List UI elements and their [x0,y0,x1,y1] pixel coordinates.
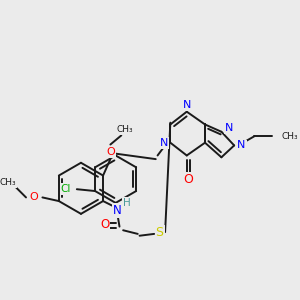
Text: O: O [29,192,38,203]
Text: Cl: Cl [61,184,71,194]
Text: N: N [237,140,246,150]
Text: H: H [123,198,131,208]
Text: CH₃: CH₃ [117,125,133,134]
Text: O: O [106,147,115,157]
Text: O: O [100,218,110,231]
Text: O: O [184,173,194,186]
Text: CH₃: CH₃ [282,132,298,141]
Text: N: N [113,204,122,217]
Text: S: S [156,226,164,238]
Text: N: N [160,138,168,148]
Text: N: N [224,123,233,133]
Text: N: N [183,100,191,110]
Text: CH₃: CH₃ [0,178,16,187]
